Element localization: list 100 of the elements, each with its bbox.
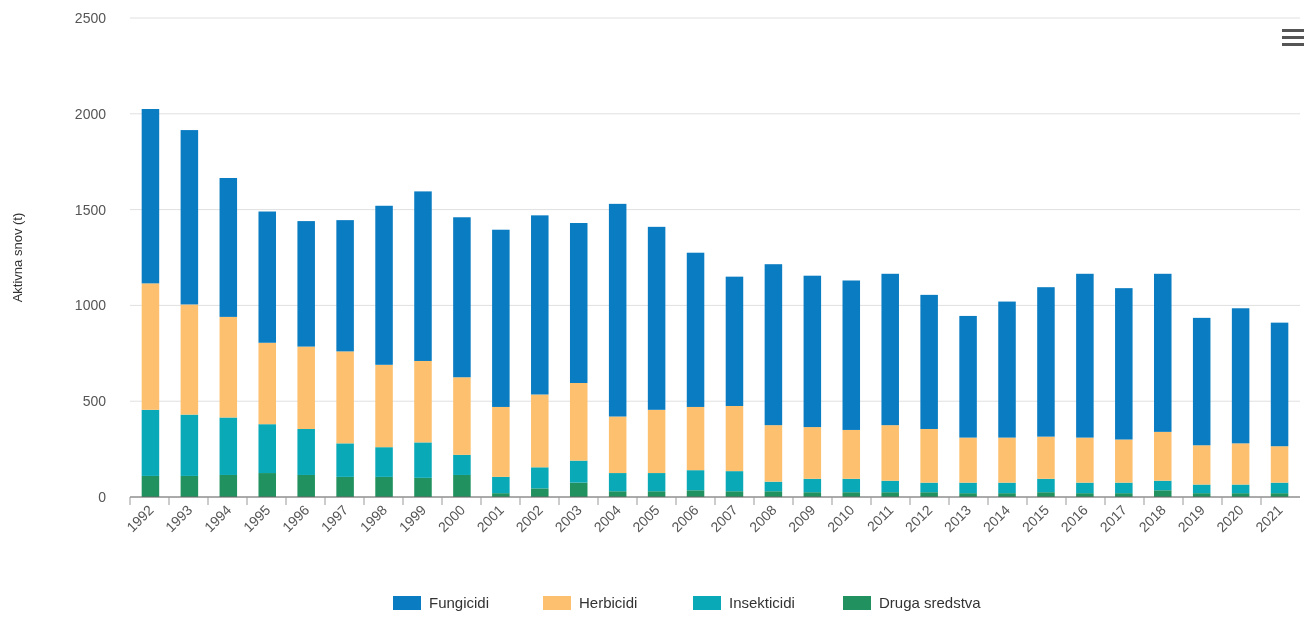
- bar: [647, 473, 666, 492]
- y-tick-label: 500: [82, 393, 107, 410]
- bar: [258, 424, 277, 474]
- bar: [1153, 480, 1172, 491]
- bar: [453, 474, 471, 497]
- bar: [569, 460, 588, 483]
- bar: [998, 301, 1016, 438]
- bar: [1076, 482, 1094, 494]
- bar: [881, 480, 899, 493]
- y-tick-label: 2000: [74, 105, 107, 122]
- bar: [1192, 445, 1211, 485]
- bar: [414, 477, 432, 497]
- bar: [336, 220, 354, 352]
- bar: [803, 427, 822, 479]
- bar: [686, 470, 705, 491]
- y-axis-title: Aktivna snov (t): [10, 212, 25, 303]
- bar: [998, 437, 1016, 483]
- bar: [1231, 308, 1250, 444]
- bar: [141, 109, 160, 284]
- bar: [920, 428, 938, 483]
- bar: [1115, 288, 1133, 440]
- bar: [920, 294, 938, 429]
- bar: [375, 364, 393, 448]
- bar: [881, 273, 899, 426]
- bar: [297, 474, 315, 497]
- bar: [219, 417, 238, 475]
- bar: [258, 342, 277, 425]
- bar: [1231, 484, 1250, 494]
- bar: [647, 226, 666, 410]
- legend-label: Druga sredstva: [879, 594, 982, 611]
- legend-label: Insekticidi: [729, 594, 795, 611]
- bar: [725, 276, 744, 406]
- bar: [608, 203, 627, 417]
- bar: [453, 377, 471, 455]
- bar: [297, 346, 315, 429]
- bar: [1076, 437, 1094, 483]
- legend-label: Herbicidi: [579, 594, 638, 611]
- bar: [141, 409, 160, 476]
- bar: [1153, 431, 1172, 481]
- bar: [569, 383, 588, 461]
- bar: [1115, 482, 1133, 494]
- y-tick-label: 1000: [74, 297, 107, 314]
- bar: [180, 304, 199, 415]
- bar: [1037, 478, 1055, 493]
- bar: [531, 467, 549, 489]
- bar: [180, 414, 199, 476]
- bar: [375, 447, 393, 477]
- bar: [180, 475, 199, 497]
- bar: [959, 482, 977, 494]
- bar: [1270, 446, 1289, 483]
- bar: [1231, 443, 1250, 485]
- bar: [414, 191, 432, 361]
- bar: [219, 316, 238, 418]
- bar: [569, 223, 588, 383]
- bar: [219, 177, 238, 317]
- bar: [1115, 439, 1133, 483]
- bar: [141, 475, 160, 497]
- bar: [180, 130, 199, 305]
- bar: [1153, 273, 1172, 432]
- bar: [141, 283, 160, 410]
- bar: [608, 416, 627, 474]
- bar: [803, 478, 822, 493]
- bar: [375, 205, 393, 365]
- bar: [531, 394, 549, 468]
- bar: [725, 471, 744, 492]
- bar: [1076, 273, 1094, 438]
- bar: [842, 478, 861, 493]
- bar: [1192, 317, 1211, 446]
- bar: [998, 482, 1016, 494]
- bar: [492, 229, 510, 407]
- bar: [453, 217, 471, 378]
- bar: [492, 406, 510, 477]
- bar: [531, 215, 549, 395]
- bar: [764, 264, 783, 426]
- y-tick-label: 1500: [74, 201, 107, 218]
- bar: [1037, 436, 1055, 479]
- bar: [608, 473, 627, 492]
- bar: [492, 476, 510, 494]
- y-tick-label: 2500: [74, 9, 107, 26]
- bar: [297, 428, 315, 475]
- bar: [686, 252, 705, 407]
- y-tick-label: 0: [98, 488, 107, 505]
- bar: [881, 425, 899, 481]
- bar: [258, 211, 277, 343]
- bar: [1037, 287, 1055, 437]
- bar: [1270, 322, 1289, 447]
- bar: [375, 476, 393, 497]
- bar: [1192, 484, 1211, 494]
- bar: [725, 405, 744, 472]
- bar: [531, 488, 549, 497]
- bar: [803, 275, 822, 428]
- bar: [1153, 490, 1172, 497]
- bar: [764, 481, 783, 492]
- bar: [297, 221, 315, 347]
- bar: [258, 473, 277, 497]
- bar: [647, 409, 666, 474]
- legend-label: Fungicidi: [429, 594, 490, 611]
- bar: [336, 351, 354, 444]
- bar: [764, 425, 783, 482]
- bar: [414, 442, 432, 478]
